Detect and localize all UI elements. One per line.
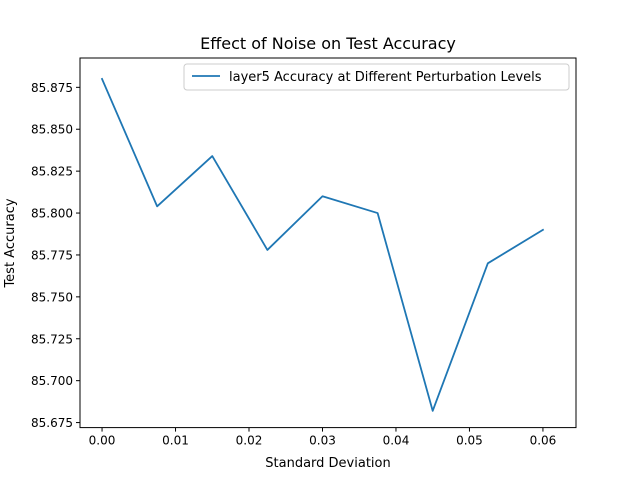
y-tick-label: 85.800 bbox=[31, 207, 73, 221]
x-axis-ticks: 0.00 0.01 0.02 0.03 0.04 0.05 0.06 bbox=[89, 427, 557, 448]
x-tick-label: 0.04 bbox=[383, 434, 410, 448]
plot-frame bbox=[79, 57, 577, 429]
legend: layer5 Accuracy at Different Perturbatio… bbox=[183, 63, 570, 91]
y-tick-label: 85.700 bbox=[31, 374, 73, 388]
x-tick-label: 0.03 bbox=[309, 434, 336, 448]
y-tick-label: 85.750 bbox=[31, 290, 73, 304]
legend-box bbox=[183, 63, 570, 91]
x-tick-label: 0.06 bbox=[530, 434, 557, 448]
x-tick-label: 0.02 bbox=[236, 434, 263, 448]
y-tick-label: 85.825 bbox=[31, 165, 73, 179]
y-tick-label: 85.775 bbox=[31, 248, 73, 262]
legend-label: layer5 Accuracy at Different Perturbatio… bbox=[229, 70, 542, 85]
y-axis-label: Test Accuracy bbox=[3, 198, 18, 288]
chart-title: Effect of Noise on Test Accuracy bbox=[200, 34, 456, 53]
y-tick-label: 85.725 bbox=[31, 332, 73, 346]
x-tick-label: 0.01 bbox=[162, 434, 189, 448]
x-tick-label: 0.05 bbox=[456, 434, 483, 448]
y-tick-label: 85.675 bbox=[31, 416, 73, 430]
y-axis-ticks: 85.675 85.700 85.725 85.750 85.775 85.800 85.8… bbox=[31, 81, 80, 430]
x-axis-label: Standard Deviation bbox=[265, 456, 390, 471]
y-tick-label: 85.875 bbox=[31, 81, 73, 95]
series-layer bbox=[100, 77, 545, 412]
x-tick-label: 0.00 bbox=[89, 434, 116, 448]
plot-area: 0.00 0.01 0.02 0.03 0.04 0.05 0.06 85.675 85.70… bbox=[31, 57, 577, 448]
y-tick-label: 85.850 bbox=[31, 123, 73, 137]
